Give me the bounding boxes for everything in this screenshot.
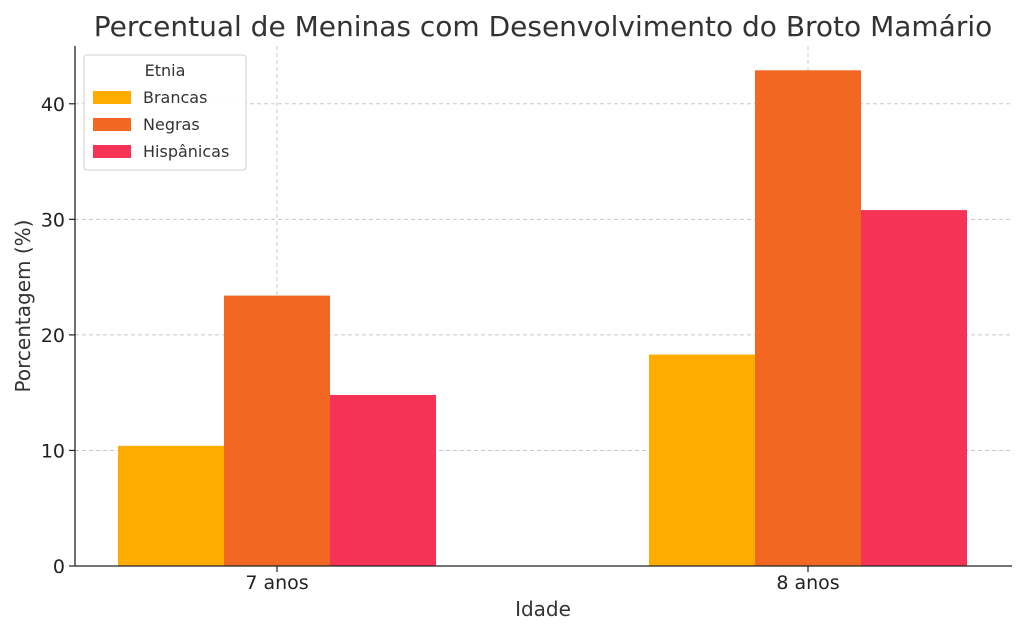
legend-box: [83, 54, 247, 171]
bar-negras-1: [224, 295, 330, 566]
legend: Etnia Brancas Negras Hispânicas: [83, 54, 247, 171]
bars: [118, 70, 967, 567]
legend-label: Hispânicas: [143, 142, 229, 161]
legend-label: Brancas: [143, 88, 207, 107]
legend-swatch: [93, 118, 131, 131]
y-axis-label: Porcentagem (%): [11, 220, 35, 393]
y-tick-label: 20: [41, 325, 65, 347]
bar-brancas-2: [649, 354, 755, 566]
bar-hispanicas-1: [330, 394, 436, 566]
y-tick-label: 40: [41, 94, 65, 116]
bar-brancas-1: [118, 445, 224, 566]
chart-title: Percentual de Meninas com Desenvolviment…: [94, 10, 993, 43]
x-axis-label: Idade: [515, 597, 571, 621]
legend-label: Negras: [143, 115, 200, 134]
y-tick-label: 30: [41, 209, 65, 231]
bar-negras-2: [755, 70, 861, 567]
axes: [74, 46, 1012, 567]
bar-hispanicas-2: [861, 210, 967, 567]
ticks: 0 10 20 30 40 7 anos 8 anos: [41, 94, 840, 594]
x-tick-label: 7 anos: [245, 572, 308, 594]
y-tick-label: 10: [41, 440, 65, 462]
x-tick-label: 8 anos: [776, 572, 839, 594]
y-tick-label: 0: [53, 556, 65, 578]
legend-title: Etnia: [145, 61, 186, 80]
legend-items: Brancas Negras Hispânicas: [93, 88, 229, 161]
legend-swatch: [93, 91, 131, 104]
legend-swatch: [93, 145, 131, 158]
